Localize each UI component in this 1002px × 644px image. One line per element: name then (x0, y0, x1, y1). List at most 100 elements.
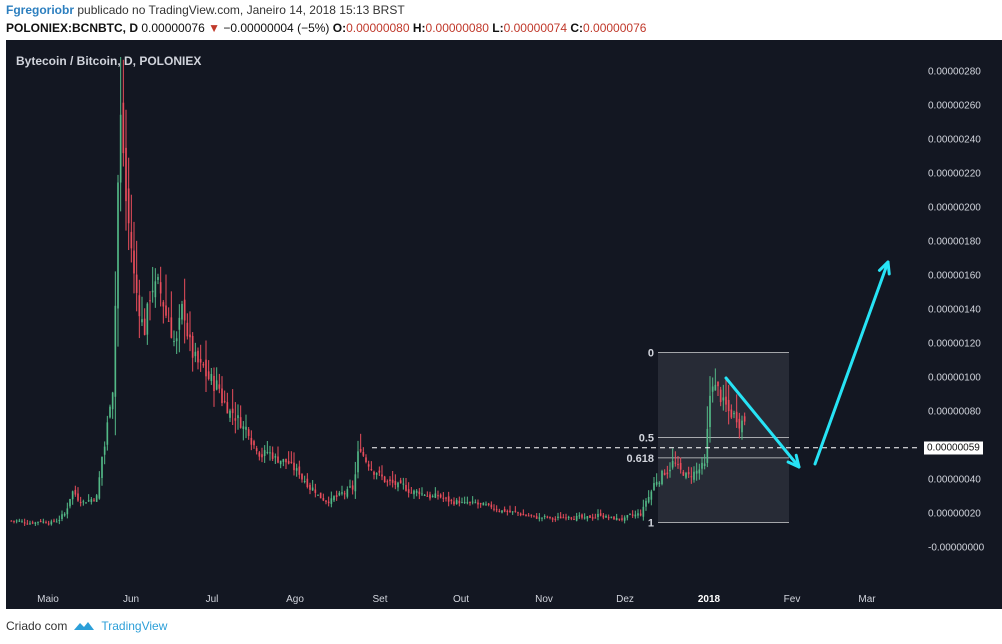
candle-body (205, 359, 207, 377)
candle-body (530, 514, 533, 516)
tradingview-logo-icon (74, 622, 95, 630)
candle-body (95, 495, 98, 502)
candle-body (109, 406, 111, 418)
candle-body (266, 451, 269, 453)
chart-title: Bytecoin / Bitcoin, D, POLONIEX (16, 54, 202, 68)
candle-body (386, 481, 389, 483)
close-label: C: (570, 21, 584, 35)
candle-body (498, 510, 501, 512)
up-arrow-drawing (813, 260, 890, 466)
candle-body (394, 480, 397, 485)
candle-body (677, 464, 679, 466)
candle-body (207, 371, 210, 380)
time-tick-label: Maio (37, 594, 59, 605)
candle-body (37, 521, 39, 523)
candle-body (23, 522, 26, 524)
candle-body (127, 188, 130, 224)
candle-body (413, 490, 415, 495)
candle-body (551, 518, 554, 520)
candle-body (149, 300, 151, 302)
candle-body (503, 508, 506, 512)
candle-body (682, 471, 685, 476)
candle-body (559, 516, 562, 519)
candle-body (626, 515, 629, 518)
low-label: L: (492, 21, 504, 35)
candle-body (738, 418, 741, 429)
time-tick-label: Mar (858, 594, 876, 605)
candle-body (722, 397, 725, 401)
price-tick-label: 0.00000280 (928, 66, 981, 78)
price-change: −0.00000004 (−5%) (223, 21, 330, 35)
candle-body (642, 506, 645, 517)
candle-body (578, 515, 581, 517)
candle-body (285, 458, 287, 463)
candlestick-plot[interactable]: 0 0.5 0.618 1 (6, 40, 920, 591)
candle-body (317, 494, 319, 496)
candle-body (549, 516, 551, 518)
down-arrow-drawing-head (786, 453, 801, 469)
candle-body (373, 471, 375, 475)
candle-body (511, 511, 514, 513)
candle-body (338, 492, 341, 496)
candle-body (570, 517, 573, 519)
candle-body (506, 510, 509, 512)
candle-body (517, 512, 519, 514)
candle-body (119, 114, 122, 183)
candle-body (13, 520, 15, 522)
time-tick-label: Fev (783, 594, 801, 605)
candle-body (661, 470, 663, 485)
candle-body (543, 516, 546, 518)
candle-body (365, 457, 367, 462)
time-tick-label: Nov (535, 594, 553, 605)
candle-body (354, 474, 357, 492)
candle-body (170, 317, 173, 338)
candle-body (623, 517, 626, 521)
time-tick-label: Out (452, 594, 470, 605)
candle-body (501, 510, 503, 513)
candle-body (717, 381, 719, 387)
time-axis[interactable]: Maio Jun Jul Ago Set Out Nov Dez 2018 Fev Mar (6, 591, 1002, 609)
candle-body (213, 375, 215, 392)
candle-body (309, 484, 311, 490)
candle-body (445, 497, 447, 499)
candle-body (725, 396, 727, 405)
candle-body (154, 281, 157, 298)
open-value: 0.00000080 (346, 21, 410, 35)
candle-body (85, 502, 87, 504)
candle-body (135, 274, 138, 293)
price-chart[interactable]: 0 0.5 0.618 1 Bytecoin / Bitcoin, D, POLONI… (6, 40, 920, 591)
candle-body (325, 500, 327, 502)
candle-body (674, 462, 677, 464)
candle-body (634, 514, 637, 517)
candle-body (247, 429, 250, 436)
candle-body (181, 303, 183, 320)
candle-body (218, 384, 221, 389)
fib-level-label: 0.5 (639, 433, 654, 445)
price-tick-label: 0.00000140 (928, 304, 981, 316)
candle-body (239, 417, 242, 428)
candle-body (90, 499, 93, 503)
candle-body (431, 496, 434, 498)
candle-body (298, 466, 301, 475)
candle-body (519, 513, 522, 516)
tradingview-brand-link[interactable]: TradingView (101, 619, 168, 633)
candle-body (727, 399, 730, 412)
price-line-label: 0.00000059 (924, 441, 983, 455)
candle-body (466, 502, 469, 504)
price-axis[interactable]: 0.00000280 0.00000260 0.00000240 0.00000220… (920, 40, 1002, 591)
price-tick-label: -0.00000000 (928, 542, 985, 554)
candle-body (698, 469, 701, 474)
author-link[interactable]: Fgregoriobr (6, 3, 74, 17)
footer: Criado com TradingView (6, 619, 167, 633)
price-tick-label: 0.00000080 (928, 406, 981, 418)
candle-body (546, 516, 549, 518)
price-tick-label: 0.00000160 (928, 270, 981, 282)
candle-body (34, 522, 37, 524)
candle-body (490, 504, 493, 508)
candle-body (242, 426, 245, 430)
candle-body (146, 303, 149, 335)
candle-body (741, 420, 743, 433)
candle-body (173, 341, 175, 343)
candle-body (599, 513, 602, 516)
candle-body (111, 392, 114, 410)
